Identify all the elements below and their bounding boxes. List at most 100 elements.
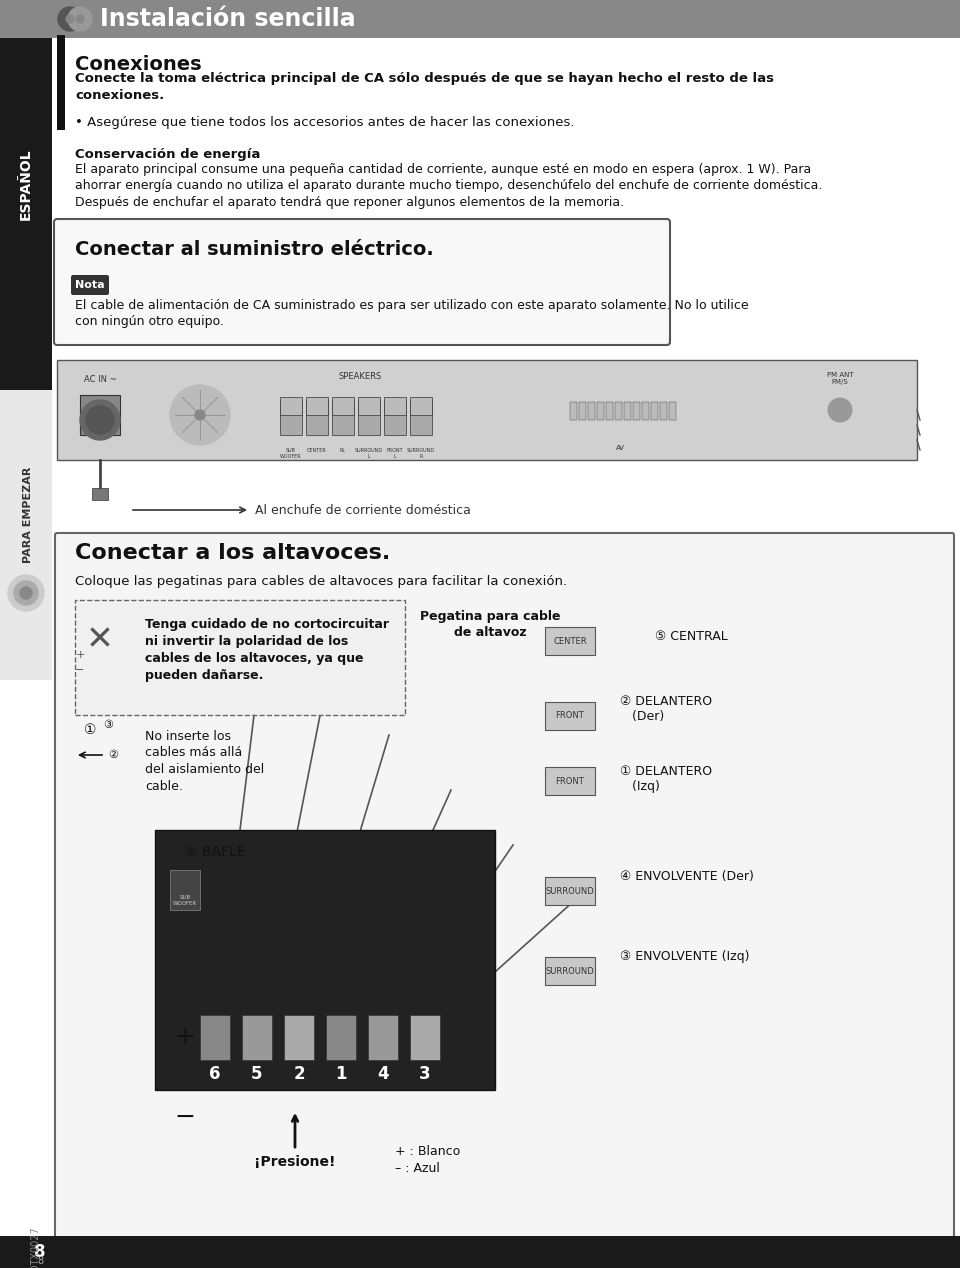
- Bar: [545, 767, 595, 795]
- Circle shape: [20, 587, 32, 598]
- Bar: [0, 1236, 960, 1268]
- Bar: [358, 399, 380, 435]
- Text: 5: 5: [252, 1065, 263, 1083]
- Text: −: −: [175, 1104, 196, 1129]
- Text: ✕: ✕: [86, 624, 114, 657]
- Text: 2: 2: [293, 1065, 305, 1083]
- Bar: [597, 402, 604, 420]
- FancyBboxPatch shape: [54, 219, 670, 345]
- Text: Conectar al suministro eléctrico.: Conectar al suministro eléctrico.: [75, 240, 434, 259]
- Bar: [306, 399, 328, 435]
- Bar: [384, 399, 406, 435]
- Text: CENTER: CENTER: [553, 637, 587, 645]
- Text: SURROUND: SURROUND: [545, 966, 594, 975]
- Text: Conexiones: Conexiones: [75, 55, 202, 74]
- Bar: [280, 397, 302, 415]
- Circle shape: [68, 8, 92, 30]
- Text: Tenga cuidado de no cortocircuitar
ni invertir la polaridad de los
cables de los: Tenga cuidado de no cortocircuitar ni in…: [145, 618, 389, 682]
- Text: Al enchufe de corriente doméstica: Al enchufe de corriente doméstica: [255, 503, 470, 516]
- Bar: [80, 396, 120, 435]
- Text: Pegatina para cable
de altavoz: Pegatina para cable de altavoz: [420, 610, 561, 639]
- Bar: [570, 402, 577, 420]
- Bar: [332, 397, 354, 415]
- Text: FRONT
L: FRONT L: [387, 448, 403, 459]
- Text: 4: 4: [377, 1065, 389, 1083]
- Text: PARA EMPEZAR: PARA EMPEZAR: [23, 467, 33, 563]
- Text: AV: AV: [615, 445, 625, 451]
- Bar: [660, 402, 667, 420]
- Text: 6: 6: [209, 1065, 221, 1083]
- Text: SURROUND
L: SURROUND L: [355, 448, 383, 459]
- Bar: [0, 391, 52, 680]
- Text: SUB
WOOFER: SUB WOOFER: [280, 448, 301, 459]
- Bar: [326, 1014, 356, 1060]
- Bar: [92, 488, 108, 500]
- Text: ②: ②: [108, 749, 118, 760]
- Text: Conectar a los altavoces.: Conectar a los altavoces.: [75, 543, 391, 563]
- Text: ③ ENVOLVENTE (Izq): ③ ENVOLVENTE (Izq): [620, 950, 750, 962]
- Bar: [410, 1014, 440, 1060]
- Text: Conecte la toma eléctrica principal de CA sólo después de que se hayan hecho el : Conecte la toma eléctrica principal de C…: [75, 72, 774, 101]
- Bar: [545, 626, 595, 656]
- Text: 1: 1: [335, 1065, 347, 1083]
- Bar: [358, 397, 380, 415]
- Text: 3: 3: [420, 1065, 431, 1083]
- Text: SURROUND: SURROUND: [545, 886, 594, 895]
- Text: ① DELANTERO
   (Izq): ① DELANTERO (Izq): [620, 765, 712, 792]
- Circle shape: [66, 15, 74, 23]
- Bar: [579, 402, 586, 420]
- Bar: [545, 877, 595, 905]
- FancyBboxPatch shape: [55, 533, 954, 1252]
- Bar: [545, 957, 595, 985]
- Circle shape: [76, 15, 84, 23]
- Bar: [242, 1014, 272, 1060]
- Text: El cable de alimentación de CA suministrado es para ser utilizado con este apara: El cable de alimentación de CA suministr…: [75, 299, 749, 328]
- Text: ¡Presione!: ¡Presione!: [254, 1155, 336, 1169]
- Text: SPEAKERS: SPEAKERS: [338, 372, 382, 380]
- Bar: [624, 402, 631, 420]
- Text: Conservación de energía: Conservación de energía: [75, 148, 260, 161]
- Bar: [200, 1014, 230, 1060]
- Circle shape: [58, 8, 82, 30]
- Bar: [384, 397, 406, 415]
- Text: SUB
WOOFER: SUB WOOFER: [173, 895, 197, 905]
- Circle shape: [170, 385, 230, 445]
- Text: −: −: [75, 664, 84, 675]
- Text: AC IN ~: AC IN ~: [84, 375, 116, 384]
- Text: Coloque las pegatinas para cables de altavoces para facilitar la conexión.: Coloque las pegatinas para cables de alt…: [75, 574, 567, 588]
- Circle shape: [8, 574, 44, 611]
- Text: ② DELANTERO
   (Der): ② DELANTERO (Der): [620, 695, 712, 723]
- Text: SURROUND
R: SURROUND R: [407, 448, 435, 459]
- Bar: [368, 1014, 398, 1060]
- Circle shape: [828, 398, 852, 422]
- Text: RL: RL: [340, 448, 346, 453]
- Text: ⑥ BAFLE: ⑥ BAFLE: [185, 844, 246, 858]
- Text: 8: 8: [35, 1243, 46, 1260]
- Text: Nota: Nota: [75, 280, 105, 290]
- Bar: [410, 399, 432, 435]
- Text: +: +: [75, 650, 84, 661]
- Bar: [284, 1014, 314, 1060]
- Bar: [0, 0, 960, 38]
- Bar: [651, 402, 658, 420]
- Bar: [57, 36, 65, 131]
- Text: ROTX0027: ROTX0027: [30, 1226, 40, 1268]
- Bar: [0, 38, 52, 391]
- Bar: [155, 831, 495, 1090]
- Bar: [588, 402, 595, 420]
- Text: PM ANT
FM/S: PM ANT FM/S: [827, 372, 853, 385]
- Text: Instalación sencilla: Instalación sencilla: [100, 8, 355, 30]
- Text: ESPAÑOL: ESPAÑOL: [19, 148, 33, 219]
- Text: 8: 8: [36, 1257, 43, 1265]
- Bar: [642, 402, 649, 420]
- Bar: [306, 397, 328, 415]
- Bar: [669, 402, 676, 420]
- FancyBboxPatch shape: [71, 275, 109, 295]
- Text: ③: ③: [103, 720, 113, 730]
- Text: • Asegúrese que tiene todos los accesorios antes de hacer las conexiones.: • Asegúrese que tiene todos los accesori…: [75, 115, 574, 129]
- Text: CENTER: CENTER: [307, 448, 326, 453]
- Text: ④ ENVOLVENTE (Der): ④ ENVOLVENTE (Der): [620, 870, 754, 883]
- Bar: [615, 402, 622, 420]
- Bar: [170, 870, 200, 910]
- Circle shape: [195, 410, 205, 420]
